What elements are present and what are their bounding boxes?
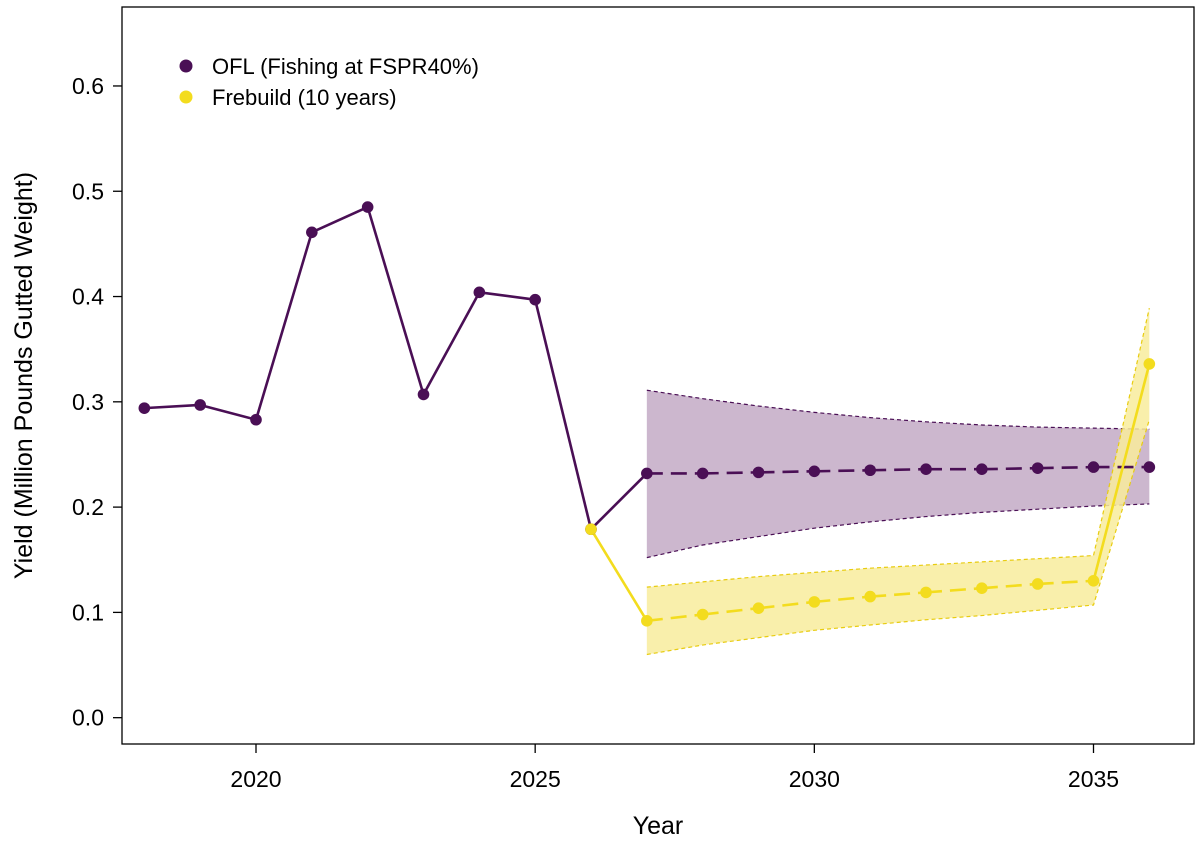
y-tick-label-1: 0.1 (72, 599, 104, 625)
data-point-1-7 (976, 582, 988, 594)
line-segment-1-5 (814, 595, 871, 604)
data-point-0-14 (920, 463, 932, 476)
legend: OFL (Fishing at FSPR40%) Frebuild (10 yea… (179, 54, 479, 110)
line-segment-1-7 (925, 586, 982, 594)
uncertainty-bands (646, 307, 1150, 656)
line-segment-0-8 (533, 299, 593, 530)
data-point-1-2 (696, 608, 709, 621)
line-segment-1-2 (646, 613, 703, 623)
line-segment-0-6 (422, 291, 481, 396)
line-segment-0-2 (199, 403, 257, 421)
y-tick-label-0: 0.0 (72, 705, 104, 731)
line-segment-1-1 (589, 528, 648, 622)
line-segment-0-16 (981, 466, 1038, 471)
line-segment-0-13 (814, 468, 871, 473)
x-tick-label-1: 2025 (510, 766, 561, 792)
data-point-1-6 (920, 586, 932, 599)
y-axis: 0.0 0.1 0.2 0.3 0.4 0.5 0.6 (72, 73, 122, 731)
data-point-1-8 (1031, 578, 1044, 590)
data-point-1-9 (1087, 575, 1100, 587)
line-segment-1-4 (758, 600, 815, 610)
data-point-0-11 (752, 466, 765, 479)
y-tick-label-2: 0.2 (72, 494, 104, 520)
data-point-0-7 (529, 293, 541, 306)
line-segment-1-10 (1092, 363, 1151, 582)
x-tick-label-2: 2030 (789, 766, 840, 792)
legend-marker-0 (179, 59, 193, 73)
band-area-0 (646, 390, 1150, 558)
data-point-0-13 (864, 464, 876, 477)
data-point-0-12 (808, 465, 821, 478)
data-point-0-9 (641, 467, 653, 480)
line-segment-0-4 (311, 205, 369, 234)
line-segment-0-12 (758, 470, 815, 474)
data-point-0-18 (1143, 461, 1156, 473)
data-point-0-5 (417, 388, 430, 401)
data-point-0-4 (361, 201, 374, 213)
x-tick-label-3: 2035 (1068, 766, 1119, 792)
data-point-0-16 (1031, 462, 1044, 474)
band-area-1 (646, 308, 1150, 655)
data-point-1-4 (808, 596, 821, 608)
data-point-0-3 (306, 226, 318, 239)
x-axis-title: Year (633, 812, 684, 840)
line-segment-0-17 (1037, 465, 1094, 470)
line-segment-1-6 (870, 591, 927, 598)
band-lower-edge-0 (646, 503, 1150, 559)
line-segment-0-5 (366, 206, 425, 395)
band-upper-edge-1 (646, 307, 1150, 588)
band-lower-edge-1 (646, 419, 1150, 656)
line-segment-1-8 (981, 582, 1038, 590)
x-tick-label-0: 2020 (230, 766, 281, 792)
data-point-0-10 (696, 467, 709, 480)
line-segment-0-14 (870, 467, 927, 472)
series-points (138, 201, 1156, 627)
data-point-0-2 (250, 413, 262, 426)
legend-marker-1 (179, 90, 193, 104)
data-point-0-17 (1087, 461, 1100, 473)
y-axis-title: Yield (Million Pounds Gutted Weight) (10, 172, 38, 579)
data-point-0-6 (473, 286, 486, 299)
series-lines (144, 205, 1151, 623)
line-segment-0-3 (254, 231, 314, 421)
line-segment-0-1 (144, 403, 201, 410)
data-point-1-3 (752, 602, 765, 614)
line-segment-1-3 (702, 606, 759, 616)
data-point-1-0 (585, 523, 597, 536)
data-point-1-10 (1143, 358, 1156, 370)
x-axis: 2020 2025 2030 2035 (230, 744, 1119, 792)
y-tick-label-6: 0.6 (72, 73, 104, 99)
y-tick-label-5: 0.5 (72, 178, 104, 204)
legend-label-0: OFL (Fishing at FSPR40%) (212, 54, 479, 79)
data-point-1-1 (641, 615, 653, 627)
data-point-1-5 (864, 590, 876, 603)
data-point-0-15 (976, 463, 988, 476)
plot-frame (121, 6, 1195, 745)
band-upper-edge-0 (646, 389, 1150, 430)
legend-label-1: Frebuild (10 years) (212, 85, 397, 110)
line-segment-0-11 (702, 471, 759, 475)
line-segment-0-7 (479, 291, 536, 301)
y-tick-label-4: 0.4 (72, 284, 104, 310)
line-segment-1-9 (1037, 579, 1094, 586)
data-point-0-0 (138, 402, 151, 414)
line-segment-0-9 (590, 472, 648, 531)
data-point-0-1 (194, 399, 206, 411)
y-tick-label-3: 0.3 (72, 389, 104, 415)
